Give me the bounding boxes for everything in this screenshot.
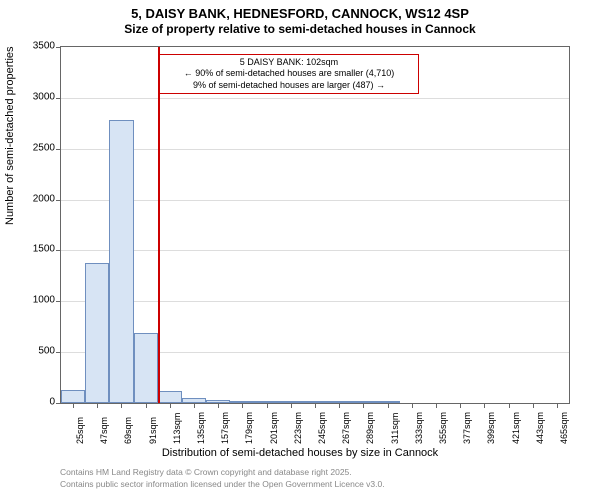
xtick-mark	[412, 403, 413, 408]
gridline	[61, 149, 569, 150]
xtick-label: 421sqm	[511, 412, 521, 444]
xtick-mark	[436, 403, 437, 408]
gridline	[61, 200, 569, 201]
xtick-label: 267sqm	[341, 412, 351, 444]
xtick-label: 355sqm	[438, 412, 448, 444]
ytick-label: 3500	[15, 41, 55, 52]
chart-title: 5, DAISY BANK, HEDNESFORD, CANNOCK, WS12…	[0, 6, 600, 21]
xtick-label: 245sqm	[317, 412, 327, 444]
xtick-mark	[97, 403, 98, 408]
annotation-line3: 9% of semi-detached houses are larger (4…	[164, 80, 414, 91]
x-axis-label: Distribution of semi-detached houses by …	[0, 447, 600, 459]
xtick-mark	[363, 403, 364, 408]
xtick-label: 443sqm	[535, 412, 545, 444]
xtick-label: 25sqm	[75, 417, 85, 444]
plot-area: 5 DAISY BANK: 102sqm ← 90% of semi-detac…	[60, 46, 570, 404]
ytick-mark	[56, 200, 61, 201]
xtick-mark	[267, 403, 268, 408]
xtick-mark	[291, 403, 292, 408]
ytick-mark	[56, 149, 61, 150]
xtick-label: 377sqm	[462, 412, 472, 444]
xtick-label: 333sqm	[414, 412, 424, 444]
xtick-mark	[121, 403, 122, 408]
xtick-mark	[73, 403, 74, 408]
xtick-label: 179sqm	[244, 412, 254, 444]
xtick-mark	[194, 403, 195, 408]
xtick-mark	[339, 403, 340, 408]
ytick-label: 2500	[15, 142, 55, 153]
xtick-label: 113sqm	[172, 413, 182, 444]
xtick-label: 135sqm	[196, 412, 206, 444]
xtick-mark	[315, 403, 316, 408]
xtick-label: 157sqm	[220, 412, 230, 444]
xtick-label: 289sqm	[365, 412, 375, 444]
xtick-label: 91sqm	[148, 417, 158, 444]
xtick-label: 465sqm	[559, 412, 569, 444]
annotation-line1: 5 DAISY BANK: 102sqm	[164, 57, 414, 68]
ytick-mark	[56, 98, 61, 99]
xtick-mark	[557, 403, 558, 408]
xtick-label: 311sqm	[390, 413, 400, 444]
ytick-mark	[56, 47, 61, 48]
xtick-mark	[388, 403, 389, 408]
gridline	[61, 98, 569, 99]
xtick-label: 69sqm	[123, 417, 133, 444]
ytick-label: 1000	[15, 295, 55, 306]
chart-container: 5, DAISY BANK, HEDNESFORD, CANNOCK, WS12…	[0, 0, 600, 500]
xtick-mark	[242, 403, 243, 408]
ytick-mark	[56, 352, 61, 353]
ytick-label: 3000	[15, 91, 55, 102]
xtick-mark	[509, 403, 510, 408]
annotation-line2: ← 90% of semi-detached houses are smalle…	[164, 68, 414, 79]
xtick-mark	[533, 403, 534, 408]
xtick-label: 399sqm	[486, 412, 496, 444]
ytick-label: 500	[15, 346, 55, 357]
ytick-label: 0	[15, 397, 55, 408]
ytick-label: 1500	[15, 244, 55, 255]
histogram-bar	[109, 120, 133, 403]
xtick-label: 47sqm	[99, 417, 109, 444]
xtick-mark	[146, 403, 147, 408]
xtick-mark	[460, 403, 461, 408]
annotation-box: 5 DAISY BANK: 102sqm ← 90% of semi-detac…	[159, 54, 419, 94]
ytick-mark	[56, 301, 61, 302]
ytick-mark	[56, 403, 61, 404]
gridline	[61, 250, 569, 251]
histogram-bar	[61, 390, 85, 403]
xtick-label: 223sqm	[293, 412, 303, 444]
xtick-mark	[484, 403, 485, 408]
xtick-label: 201sqm	[269, 412, 279, 444]
histogram-bar	[134, 333, 158, 403]
footnote-2: Contains public sector information licen…	[60, 479, 385, 489]
ytick-label: 2000	[15, 193, 55, 204]
xtick-mark	[218, 403, 219, 408]
chart-subtitle: Size of property relative to semi-detach…	[0, 22, 600, 36]
footnote-1: Contains HM Land Registry data © Crown c…	[60, 467, 352, 477]
histogram-bar	[158, 391, 182, 403]
xtick-mark	[170, 403, 171, 408]
gridline	[61, 301, 569, 302]
ytick-mark	[56, 250, 61, 251]
histogram-bar	[85, 263, 109, 403]
reference-line	[158, 47, 160, 403]
